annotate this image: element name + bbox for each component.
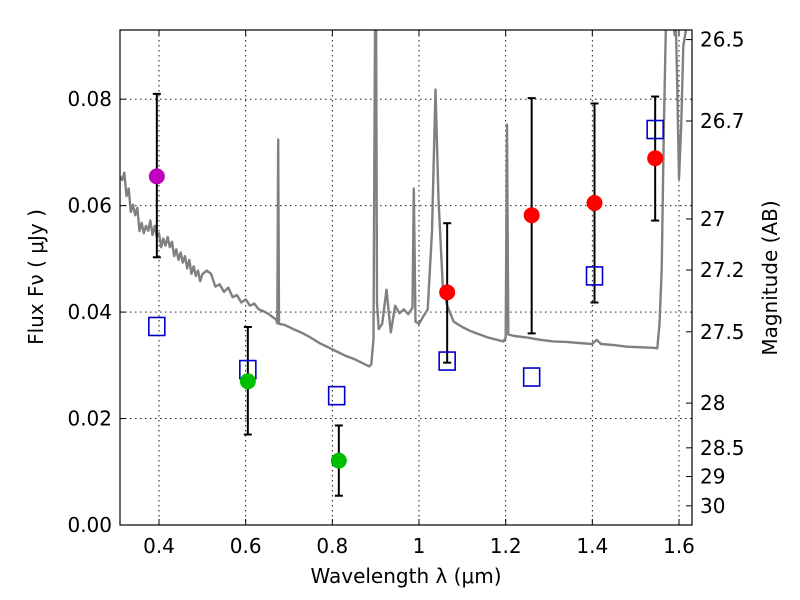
x-tick-label: 1.4 <box>576 534 608 558</box>
y-tick-label: 0.02 <box>67 407 112 431</box>
model-photometry-square <box>646 119 664 140</box>
magnitude-tick-label: 26.7 <box>700 109 745 133</box>
y-tick-label: 0.06 <box>67 194 112 218</box>
model-photometry-layer <box>148 119 664 406</box>
observed-point-red <box>439 284 456 301</box>
observed-point-red <box>586 194 603 211</box>
y-tick-labels: 0.00 0.02 0.04 0.06 0.08 <box>67 87 112 537</box>
x-axis-label: Wavelength λ (μm) <box>310 564 501 588</box>
x-tick-label: 0.6 <box>230 534 262 558</box>
magnitude-tick-label: 27.5 <box>700 320 745 344</box>
y-tick-label: 0.00 <box>67 513 112 537</box>
sed-curve <box>120 30 688 368</box>
model-photometry-square <box>327 385 346 406</box>
magnitude-tick-label: 29 <box>700 465 725 489</box>
model-photometry-square <box>585 266 604 286</box>
magnitude-tick-label: 27.2 <box>700 258 745 282</box>
observed-point-green <box>239 373 256 390</box>
magnitude-tick-label: 28 <box>700 391 725 415</box>
magnitude-tick-label: 30 <box>700 494 725 518</box>
magnitude-tick-labels: 26.5 26.7 27 27.2 27.5 28 28.5 29 30 <box>700 28 745 518</box>
sed-curve-layer <box>120 30 688 368</box>
observed-point-red <box>523 207 540 224</box>
x-tick-label: 1.2 <box>490 534 522 558</box>
x-tick-labels: 0.4 0.6 0.8 1 1.2 1.4 1.6 <box>143 534 695 558</box>
tick-marks <box>120 30 692 526</box>
plot-frame <box>119 29 693 526</box>
model-photometry-square <box>438 351 456 371</box>
x-tick-label: 0.8 <box>316 534 348 558</box>
observed-point-magenta <box>148 168 165 185</box>
model-photometry-square <box>148 316 166 337</box>
x-tick-label: 1 <box>413 534 426 558</box>
y-tick-label: 0.04 <box>67 300 112 324</box>
y-axis-label: Flux Fν ( μJy ) <box>24 209 48 345</box>
model-photometry-square <box>522 367 541 387</box>
x-tick-label: 1.6 <box>663 534 695 558</box>
observed-point-red <box>647 150 664 167</box>
magnitude-tick-label: 27 <box>700 207 725 231</box>
right-y-axis-label: Magnitude (AB) <box>758 200 782 355</box>
x-tick-label: 0.4 <box>143 534 175 558</box>
observed-points-layer <box>148 150 664 469</box>
observed-point-green <box>330 452 347 469</box>
magnitude-tick-label: 28.5 <box>700 436 745 460</box>
y-tick-label: 0.08 <box>67 87 112 111</box>
magnitude-tick-label: 26.5 <box>700 28 745 52</box>
